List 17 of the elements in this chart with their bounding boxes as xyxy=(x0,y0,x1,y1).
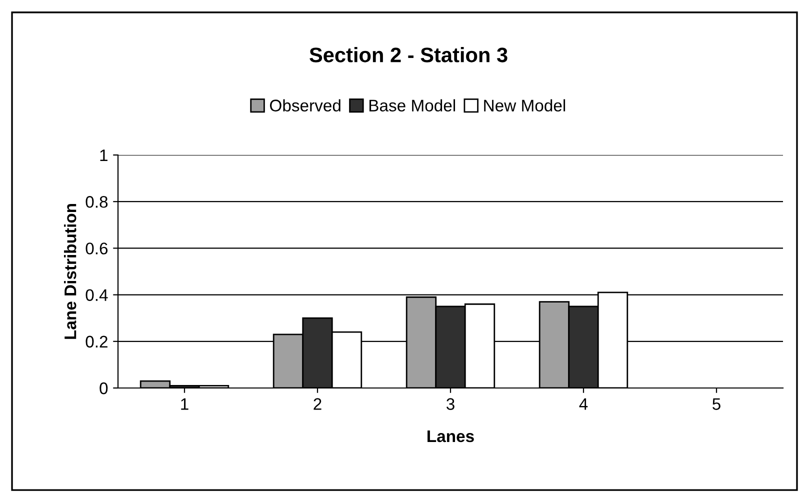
legend-label: Observed xyxy=(270,99,340,112)
x-tick-label: 3 xyxy=(446,398,454,410)
y-tick-label: 1 xyxy=(100,150,108,162)
y-tick-label: 0 xyxy=(100,382,108,394)
y-tick-label: 0.6 xyxy=(86,242,108,254)
x-tick-label: 4 xyxy=(579,398,588,410)
x-axis-title: Lanes xyxy=(428,430,474,442)
y-tick-label: 0.2 xyxy=(86,336,108,348)
legend-label: New Model xyxy=(484,99,566,112)
x-tick-label: 5 xyxy=(712,398,720,410)
x-tick-label: 1 xyxy=(181,398,188,410)
y-axis-title: Lane Distribution xyxy=(64,204,76,339)
legend-label: Base Model xyxy=(369,99,456,112)
y-tick-label: 0.4 xyxy=(86,289,108,302)
x-tick-label: 2 xyxy=(314,398,322,410)
y-tick-label: 0.8 xyxy=(86,196,108,208)
chart-title: Section 2 - Station 3 xyxy=(310,47,508,62)
